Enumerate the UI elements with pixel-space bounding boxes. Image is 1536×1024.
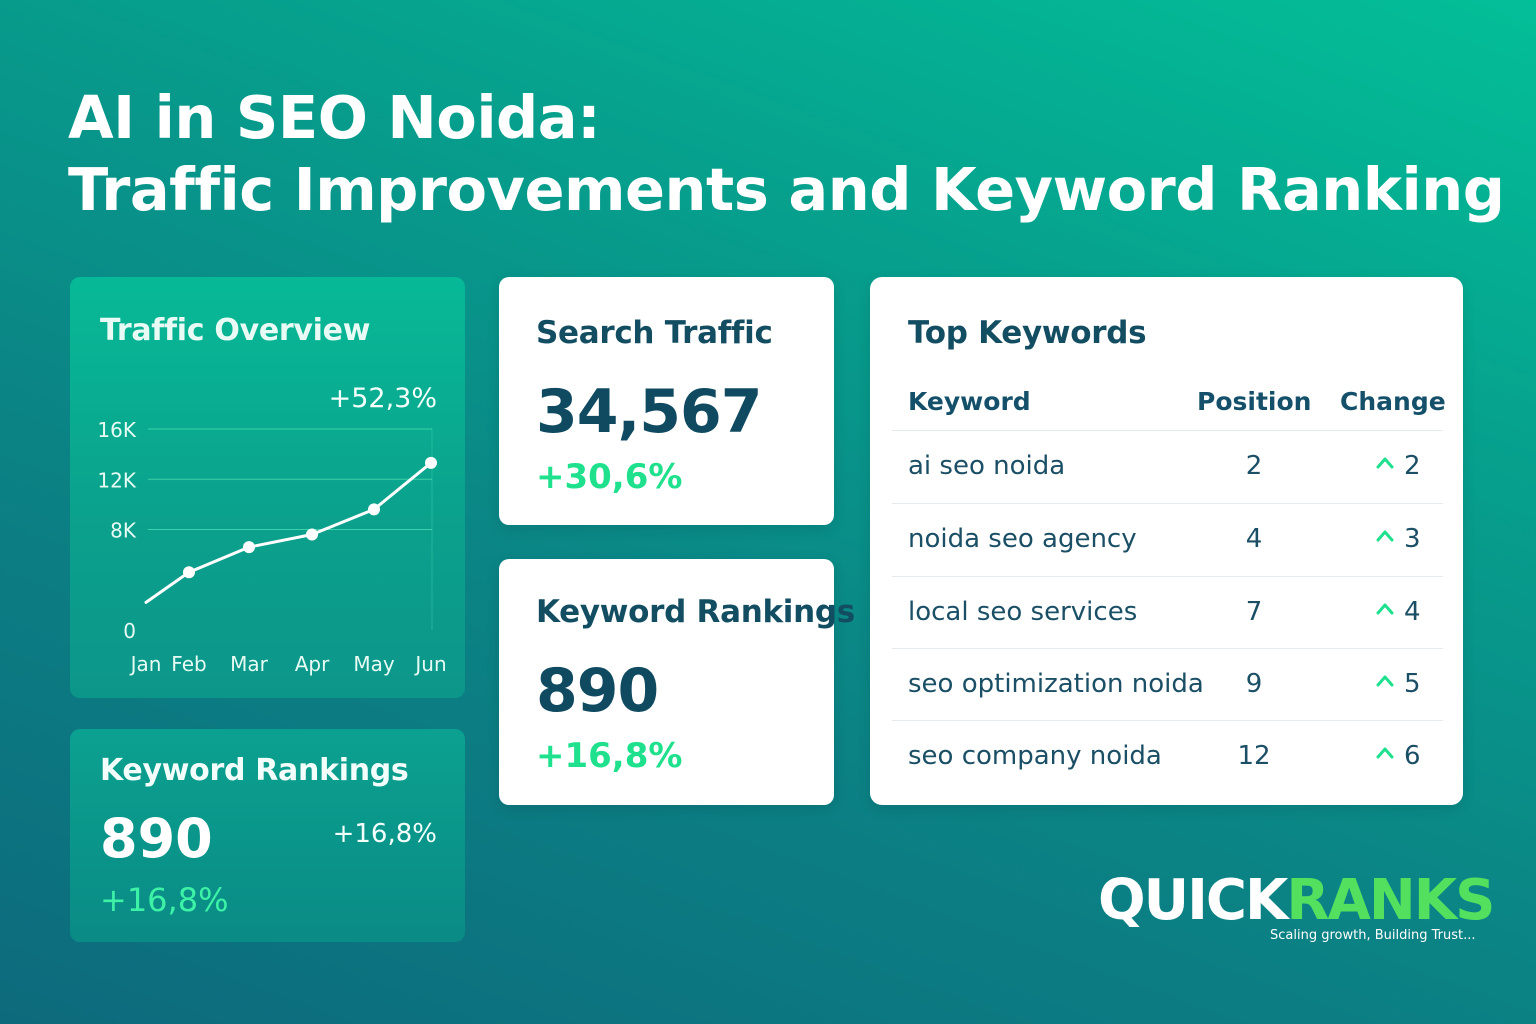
- keyword-rankings-change: +16,8%: [536, 736, 683, 776]
- change-cell: 2: [1404, 451, 1421, 481]
- page-title: AI in SEO Noida: Traffic Improvements an…: [68, 82, 1505, 226]
- growth-annotation: +52,3%: [329, 383, 437, 414]
- series-line: [144, 461, 433, 604]
- search-traffic-card: Search Traffic 34,567 +30,6%: [499, 277, 834, 525]
- keyword-cell: seo optimization noida: [908, 669, 1204, 699]
- change-cell: 3: [1404, 524, 1421, 554]
- table-row: noida seo agency 4 3: [892, 503, 1443, 576]
- traffic-overview-card: Traffic Overview 0 8K 12K 16K Jan Feb Mar Apr Ma…: [70, 277, 465, 698]
- position-cell: 7: [1245, 597, 1263, 627]
- change-cell: 5: [1404, 669, 1421, 699]
- data-point: [425, 456, 437, 469]
- search-traffic-value: 34,567: [536, 377, 763, 447]
- title-line-2: Traffic Improvements and Keyword Ranking: [68, 155, 1505, 224]
- y-tick-label: 0: [123, 619, 136, 643]
- keyword-rankings-summary-change: +16,8%: [100, 881, 229, 919]
- keyword-cell: local seo services: [908, 597, 1138, 627]
- search-traffic-change: +30,6%: [536, 457, 683, 497]
- keyword-rankings-title: Keyword Rankings: [536, 594, 855, 630]
- column-header-position: Position: [1197, 387, 1312, 416]
- keyword-rankings-summary-change-secondary: +16,8%: [332, 819, 437, 849]
- change-cell: 4: [1404, 597, 1421, 627]
- quickranks-logo: QUICKRANKS Scaling growth, Building Trus…: [1098, 866, 1495, 946]
- chevron-up-icon: [1376, 457, 1394, 469]
- data-point: [183, 566, 195, 579]
- x-tick-label: Mar: [230, 652, 269, 676]
- top-keywords-title: Top Keywords: [908, 315, 1147, 351]
- change-cell: 6: [1404, 741, 1421, 771]
- x-tick-label: Jan: [129, 652, 162, 676]
- table-row: seo optimization noida 9 5: [892, 648, 1443, 721]
- logo-tagline: Scaling growth, Building Trust...: [1270, 928, 1476, 943]
- chevron-up-icon: [1376, 675, 1394, 687]
- keyword-cell: ai seo noida: [908, 451, 1066, 481]
- keyword-rankings-summary-value: 890: [100, 807, 213, 870]
- keyword-rankings-card: Keyword Rankings 890 +16,8%: [499, 559, 855, 805]
- y-tick-label: 8K: [110, 519, 137, 543]
- position-cell: 2: [1245, 451, 1263, 481]
- table-row: seo company noida 12 6: [892, 720, 1443, 793]
- x-tick-label: Jun: [413, 652, 446, 676]
- keyword-rankings-value: 890: [536, 656, 659, 726]
- position-cell: 9: [1245, 669, 1263, 699]
- position-cell: 12: [1237, 741, 1271, 771]
- chevron-up-icon: [1376, 747, 1394, 759]
- logo-wordmark: QUICKRANKS: [1098, 866, 1495, 936]
- x-tick-label: Apr: [295, 652, 330, 676]
- logo-word-ranks: RANKS: [1286, 868, 1495, 933]
- y-tick-label: 16K: [97, 418, 136, 442]
- table-row: local seo services 7 4: [892, 576, 1443, 649]
- data-point: [368, 503, 380, 516]
- data-point: [306, 528, 318, 541]
- top-keywords-card: Top Keywords Keyword Position Change ai …: [870, 277, 1463, 805]
- traffic-line-chart: 0 8K 12K 16K Jan Feb Mar Apr May Jun +52,3%: [97, 383, 446, 676]
- position-cell: 4: [1245, 524, 1263, 554]
- column-header-keyword: Keyword: [908, 387, 1031, 416]
- table-row: ai seo noida 2 2: [892, 430, 1443, 503]
- chevron-up-icon: [1376, 530, 1394, 542]
- x-tick-label: May: [353, 652, 395, 676]
- x-tick-label: Feb: [171, 652, 206, 676]
- keyword-cell: noida seo agency: [908, 524, 1137, 554]
- traffic-overview-title: Traffic Overview: [100, 313, 371, 348]
- column-header-change: Change: [1340, 387, 1446, 416]
- keyword-rankings-summary-card: Keyword Rankings 890 +16,8% +16,8%: [70, 729, 465, 942]
- logo-word-quick: QUICK: [1098, 868, 1288, 933]
- title-line-1: AI in SEO Noida:: [68, 83, 601, 152]
- keyword-cell: seo company noida: [908, 741, 1162, 771]
- search-traffic-title: Search Traffic: [536, 315, 773, 351]
- keyword-rankings-summary-title: Keyword Rankings: [100, 753, 409, 788]
- y-tick-label: 12K: [97, 468, 136, 492]
- chevron-up-icon: [1376, 603, 1394, 615]
- data-point: [243, 541, 255, 554]
